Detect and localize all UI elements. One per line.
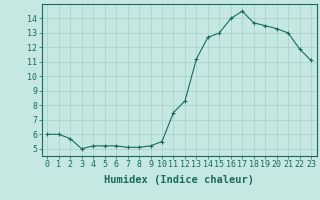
X-axis label: Humidex (Indice chaleur): Humidex (Indice chaleur) — [104, 175, 254, 185]
